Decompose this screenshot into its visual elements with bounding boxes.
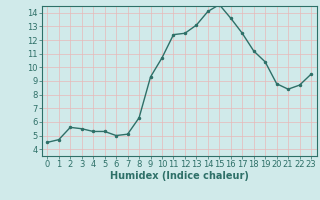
X-axis label: Humidex (Indice chaleur): Humidex (Indice chaleur) [110,171,249,181]
